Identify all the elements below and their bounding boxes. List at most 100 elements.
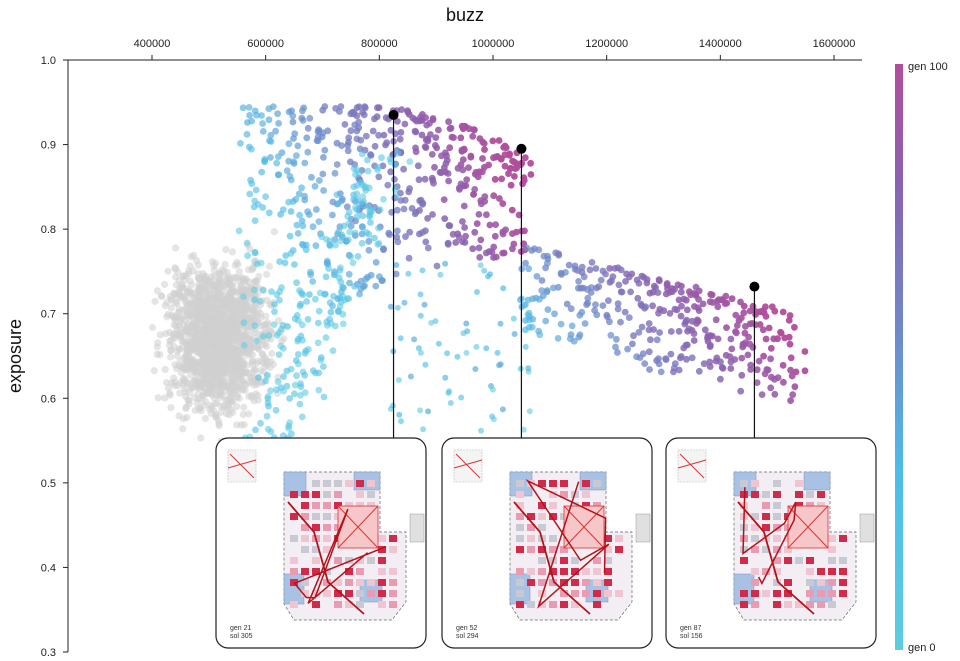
solution-point (599, 267, 607, 275)
solution-point (435, 126, 442, 134)
baseline-point (182, 339, 190, 347)
baseline-point (210, 305, 218, 313)
solution-point (248, 180, 256, 188)
solution-point (427, 131, 434, 138)
solution-point (693, 320, 700, 327)
solution-point (337, 278, 345, 286)
solution-point (653, 336, 661, 344)
solution-point (675, 366, 683, 374)
solution-point (667, 328, 675, 335)
solution-point (375, 173, 383, 181)
x-tick-label: 1400000 (699, 38, 742, 50)
baseline-point (153, 287, 161, 295)
baseline-point (161, 280, 169, 288)
solution-point (274, 110, 281, 118)
baseline-point (182, 272, 190, 280)
solution-point (312, 242, 320, 250)
solution-point (237, 140, 244, 147)
solution-point (382, 114, 390, 122)
solution-point (279, 321, 287, 329)
solution-point (357, 285, 365, 293)
solution-point (332, 241, 339, 249)
baseline-point (190, 377, 198, 385)
solution-point (287, 208, 295, 215)
solution-point (557, 269, 565, 277)
solution-point (478, 168, 486, 176)
baseline-point (178, 281, 186, 289)
solution-point (398, 418, 404, 425)
solution-point (339, 320, 347, 328)
solution-point (253, 337, 261, 345)
solution-point (329, 211, 336, 219)
solution-point (306, 114, 314, 122)
solution-point (499, 406, 506, 413)
solution-point (322, 334, 330, 341)
baseline-point (150, 367, 158, 375)
inset-gen-label: gen 21 (230, 625, 252, 632)
solution-point (408, 205, 416, 212)
solution-point (767, 344, 775, 352)
solution-point (520, 426, 527, 433)
baseline-point (197, 434, 205, 442)
solution-point (419, 201, 426, 208)
solution-point (459, 218, 466, 225)
solution-point (400, 205, 408, 213)
solution-point (607, 331, 615, 339)
colorbar: gen 100 gen 0 (895, 61, 948, 654)
solution-point (442, 149, 449, 157)
baseline-point (242, 324, 250, 332)
solution-point (349, 259, 357, 267)
solution-point (248, 117, 256, 125)
solution-point (330, 292, 337, 300)
solution-point (422, 361, 429, 368)
solution-point (314, 339, 322, 347)
solution-point (243, 239, 251, 247)
solution-point (313, 137, 321, 145)
solution-point (268, 288, 275, 295)
solution-point (325, 265, 332, 272)
solution-point (478, 427, 484, 434)
baseline-point (245, 410, 253, 418)
solution-point (380, 245, 387, 253)
solution-point (640, 274, 648, 281)
solution-point (801, 348, 809, 355)
baseline-point (217, 386, 225, 395)
solution-point (614, 305, 622, 313)
solution-point (695, 307, 703, 314)
y-tick-label: 0.3 (41, 647, 56, 659)
solution-point (691, 303, 698, 310)
solution-point (293, 372, 300, 380)
site-plan (509, 471, 651, 621)
solution-point (732, 328, 739, 335)
solution-point (445, 177, 452, 185)
solution-point (293, 152, 300, 160)
solution-point (801, 367, 809, 375)
solution-point (320, 363, 327, 370)
solution-point (771, 390, 779, 398)
solution-point (298, 321, 306, 329)
solution-point (490, 254, 497, 261)
solution-point (722, 351, 730, 359)
baseline-point (170, 374, 178, 382)
highlighted-point (388, 109, 399, 120)
solution-point (372, 259, 380, 266)
solution-point (337, 237, 345, 245)
solution-point (767, 384, 775, 392)
solution-point (588, 259, 596, 266)
baseline-point (179, 425, 187, 433)
solution-point (647, 336, 654, 344)
solution-point (401, 196, 409, 204)
solution-point (630, 332, 637, 340)
baseline-point (215, 296, 223, 304)
solution-point (737, 387, 745, 395)
baseline-point (268, 349, 276, 358)
baseline-point (231, 334, 239, 342)
solution-point (347, 127, 355, 135)
solution-point (608, 277, 615, 285)
solution-point (420, 426, 427, 433)
solution-point (273, 291, 281, 299)
solution-point (417, 349, 424, 356)
solution-point (324, 127, 332, 135)
solution-point (474, 289, 480, 295)
